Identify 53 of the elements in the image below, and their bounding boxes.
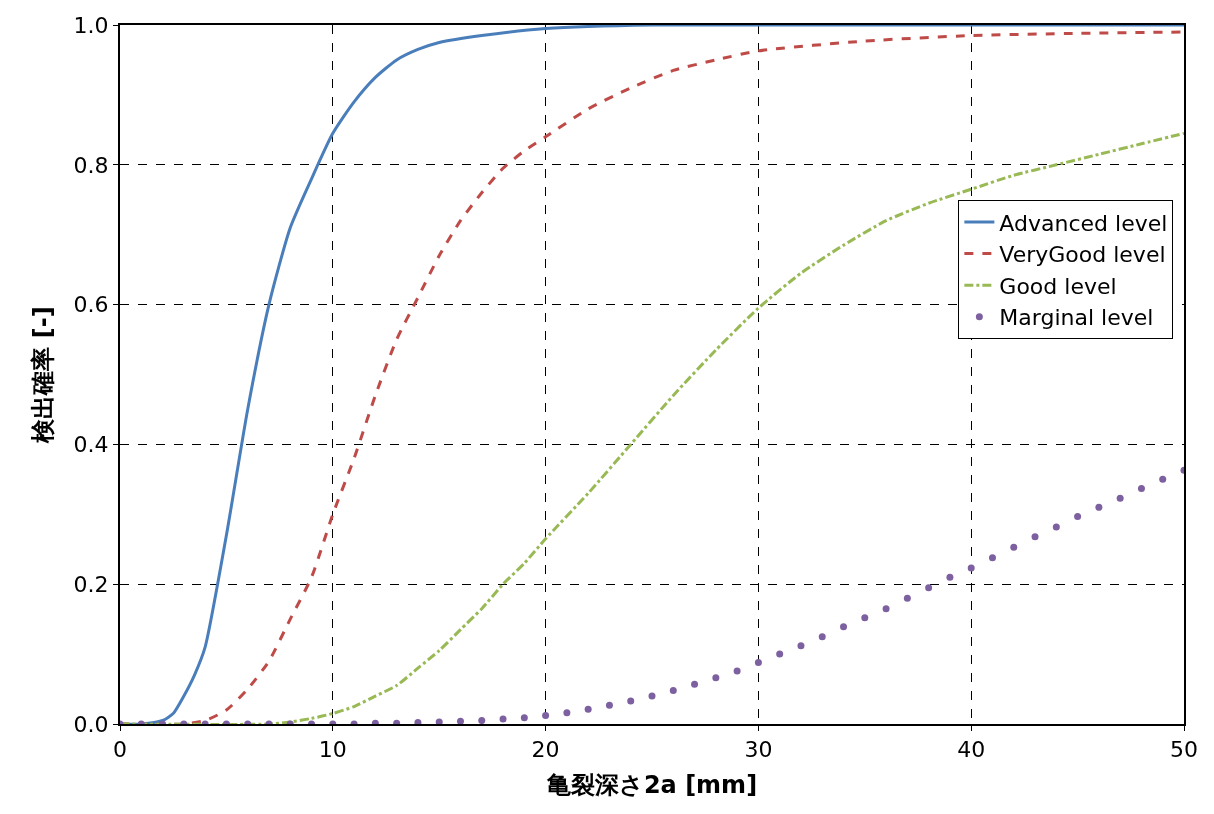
point: [584, 705, 592, 713]
x-tick-label: 0: [113, 737, 127, 763]
point: [946, 573, 954, 581]
point: [605, 701, 613, 709]
y-tick-label: 0.4: [73, 432, 109, 458]
point: [1010, 543, 1018, 551]
point: [1116, 494, 1124, 502]
point: [542, 712, 550, 720]
point: [648, 692, 656, 700]
point: [903, 594, 911, 602]
point: [1074, 512, 1082, 520]
legend-label: Good level: [999, 273, 1117, 299]
legend-label: Advanced level: [999, 210, 1168, 236]
x-tick-label: 20: [531, 737, 560, 763]
point: [478, 717, 486, 724]
y-tick-label: 0.8: [73, 152, 109, 178]
x-tick-label: 50: [1170, 737, 1198, 763]
point: [733, 667, 741, 675]
point: [1137, 484, 1145, 492]
point: [563, 709, 571, 717]
y-axis-title: 検出確率 [-]: [29, 306, 58, 444]
y-tick-label: 1.0: [73, 12, 109, 38]
point: [499, 715, 507, 723]
point: [712, 674, 720, 682]
point: [627, 697, 635, 705]
point: [1095, 503, 1103, 511]
y-tick-label: 0.2: [73, 571, 109, 597]
legend-label: Marginal level: [999, 305, 1154, 331]
point: [882, 605, 890, 613]
point: [797, 642, 805, 650]
x-tick-label: 30: [744, 737, 773, 763]
point: [435, 718, 443, 724]
x-tick-label: 40: [957, 737, 986, 763]
y-tick-label: 0.0: [73, 711, 109, 737]
point: [776, 650, 784, 658]
point: [1159, 475, 1167, 483]
y-tick-label: 0.6: [73, 292, 109, 318]
point: [1031, 533, 1039, 541]
point: [456, 717, 464, 724]
x-axis-title: 亀裂深さ2a [mm]: [545, 771, 758, 800]
point: [988, 554, 996, 562]
point: [691, 680, 699, 688]
point: [669, 686, 677, 694]
point: [754, 658, 762, 666]
point: [925, 584, 933, 592]
point: [840, 623, 848, 631]
legend-label: VeryGood level: [999, 242, 1166, 268]
point: [967, 564, 975, 572]
point: [818, 633, 826, 641]
point: [520, 714, 528, 722]
x-tick-label: 10: [318, 737, 347, 763]
point: [1052, 523, 1060, 531]
point: [861, 614, 869, 622]
